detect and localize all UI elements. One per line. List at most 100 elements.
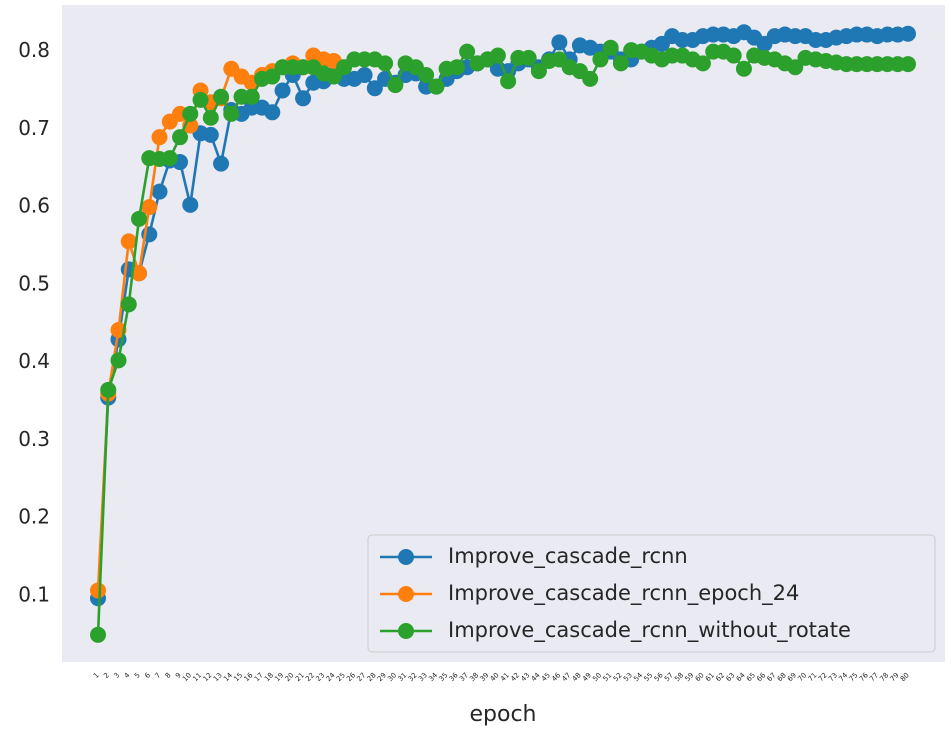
x-tick-label: 67 bbox=[766, 671, 778, 683]
data-point bbox=[151, 129, 168, 146]
data-point bbox=[120, 233, 137, 250]
x-tick-label: 31 bbox=[396, 671, 408, 683]
data-point bbox=[151, 183, 168, 200]
x-tick-label: 47 bbox=[561, 671, 573, 683]
x-tick-label: 13 bbox=[212, 671, 224, 683]
data-point bbox=[500, 73, 517, 90]
x-tick-label: 22 bbox=[304, 671, 316, 683]
legend-marker bbox=[398, 549, 414, 565]
x-tick-label: 65 bbox=[745, 671, 757, 683]
data-point bbox=[356, 66, 373, 83]
x-tick-label: 78 bbox=[878, 671, 890, 683]
x-tick-label: 5 bbox=[133, 671, 142, 680]
data-point bbox=[182, 196, 199, 213]
x-tick-label: 20 bbox=[284, 671, 296, 683]
y-tick-label: 0.3 bbox=[18, 427, 50, 451]
data-point bbox=[325, 68, 342, 85]
x-tick-label: 42 bbox=[509, 671, 521, 683]
data-point bbox=[602, 39, 619, 56]
x-tick-label: 45 bbox=[540, 671, 552, 683]
y-tick-label: 0.2 bbox=[18, 505, 50, 529]
legend-marker bbox=[398, 586, 414, 602]
legend-marker bbox=[398, 623, 414, 639]
data-point bbox=[459, 43, 476, 60]
x-tick-label: 7 bbox=[154, 671, 163, 680]
x-tick-label: 25 bbox=[335, 671, 347, 683]
x-tick-label: 27 bbox=[355, 671, 367, 683]
x-tick-label: 1 bbox=[92, 671, 101, 680]
data-point bbox=[377, 55, 394, 72]
x-tick-label: 21 bbox=[294, 671, 306, 683]
data-point bbox=[448, 59, 465, 76]
data-point bbox=[223, 105, 240, 122]
x-tick-label: 58 bbox=[673, 671, 685, 683]
x-tick-label: 23 bbox=[314, 671, 326, 683]
x-axis-label: epoch bbox=[470, 702, 537, 727]
x-tick-label: 8 bbox=[164, 671, 173, 680]
data-point bbox=[192, 91, 209, 108]
data-point bbox=[213, 155, 230, 172]
data-point bbox=[274, 82, 291, 99]
x-tick-label: 68 bbox=[776, 671, 788, 683]
data-point bbox=[520, 49, 537, 66]
y-tick-label: 0.1 bbox=[18, 582, 50, 606]
data-point bbox=[264, 104, 281, 121]
x-tick-label: 6 bbox=[143, 671, 152, 680]
x-tick-label: 79 bbox=[889, 671, 901, 683]
x-tick-label: 61 bbox=[704, 671, 716, 683]
x-tick-label: 39 bbox=[478, 671, 490, 683]
x-tick-label: 71 bbox=[807, 671, 819, 683]
legend-label: Improve_cascade_rcnn_without_rotate bbox=[448, 618, 851, 643]
x-tick-label: 43 bbox=[519, 671, 531, 683]
x-tick-label: 48 bbox=[571, 671, 583, 683]
x-tick-label: 40 bbox=[489, 671, 501, 683]
x-tick-label: 17 bbox=[253, 671, 265, 683]
x-tick-label: 49 bbox=[581, 671, 593, 683]
data-point bbox=[202, 109, 219, 126]
x-tick-label: 57 bbox=[663, 671, 675, 683]
data-point bbox=[213, 88, 230, 105]
data-point bbox=[787, 59, 804, 76]
y-tick-label: 0.7 bbox=[18, 116, 50, 140]
data-point bbox=[110, 352, 127, 369]
data-point bbox=[694, 55, 711, 72]
x-tick-label: 41 bbox=[499, 671, 511, 683]
x-tick-label: 30 bbox=[386, 671, 398, 683]
x-tick-label: 70 bbox=[796, 671, 808, 683]
x-tick-label: 28 bbox=[366, 671, 378, 683]
x-tick-label: 32 bbox=[407, 671, 419, 683]
x-tick-label: 29 bbox=[376, 671, 388, 683]
y-tick-label: 0.8 bbox=[18, 38, 50, 62]
x-tick-label: 80 bbox=[899, 671, 911, 683]
data-point bbox=[530, 63, 547, 80]
legend-label: Improve_cascade_rcnn_epoch_24 bbox=[448, 581, 799, 606]
data-point bbox=[418, 66, 435, 83]
x-tick-label: 12 bbox=[202, 671, 214, 683]
data-point bbox=[582, 70, 599, 87]
data-point bbox=[592, 51, 609, 68]
x-tick-label: 77 bbox=[868, 671, 880, 683]
x-tick-label: 3 bbox=[113, 671, 122, 680]
data-point bbox=[161, 150, 178, 167]
data-point bbox=[90, 626, 106, 643]
x-tick-label: 52 bbox=[612, 671, 624, 683]
x-tick-label: 60 bbox=[694, 671, 706, 683]
x-tick-label: 10 bbox=[181, 671, 193, 683]
data-point bbox=[131, 210, 148, 227]
data-point bbox=[131, 265, 148, 282]
data-point bbox=[202, 126, 219, 143]
x-tick-label: 63 bbox=[725, 671, 737, 683]
x-tick-label: 72 bbox=[817, 671, 829, 683]
data-point bbox=[264, 68, 281, 85]
x-tick-label: 2 bbox=[102, 671, 111, 680]
data-point bbox=[182, 105, 199, 122]
data-point bbox=[387, 77, 404, 94]
x-tick-label: 51 bbox=[602, 671, 614, 683]
x-tick-label: 18 bbox=[263, 671, 275, 683]
data-point bbox=[366, 80, 383, 97]
y-tick-label: 0.5 bbox=[18, 271, 50, 295]
data-point bbox=[141, 199, 158, 216]
legend: Improve_cascade_rcnn Improve_cascade_rcnn… bbox=[367, 534, 936, 653]
x-tick-label: 75 bbox=[848, 671, 860, 683]
